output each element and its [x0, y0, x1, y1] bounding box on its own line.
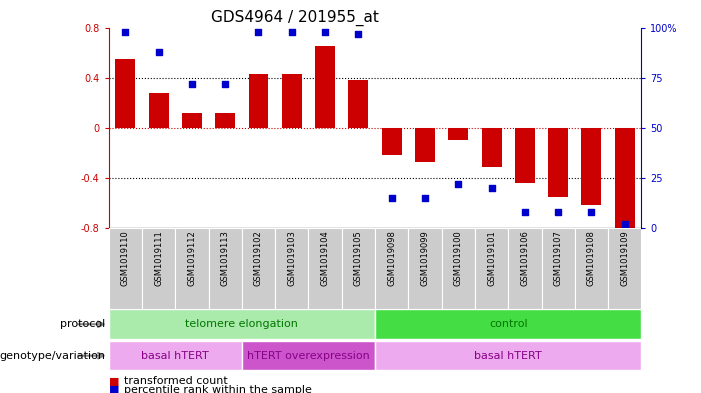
Bar — [615, 128, 635, 228]
Text: GSM1019098: GSM1019098 — [387, 230, 396, 286]
Bar — [175, 228, 209, 309]
Point — [552, 209, 564, 215]
Bar — [375, 341, 641, 371]
Text: GSM1019099: GSM1019099 — [421, 230, 430, 286]
Title: GDS4964 / 201955_at: GDS4964 / 201955_at — [211, 10, 379, 26]
Bar — [449, 128, 468, 140]
Text: GSM1019109: GSM1019109 — [620, 230, 629, 286]
Bar — [582, 128, 601, 206]
Text: GSM1019113: GSM1019113 — [221, 230, 230, 286]
Text: basal hTERT: basal hTERT — [142, 351, 209, 361]
Point — [219, 81, 231, 87]
Point — [120, 28, 131, 35]
Bar — [142, 228, 175, 309]
Bar — [182, 113, 202, 128]
Point — [186, 81, 198, 87]
Bar — [209, 228, 242, 309]
Bar — [215, 113, 236, 128]
Text: control: control — [489, 319, 528, 329]
Text: GSM1019104: GSM1019104 — [320, 230, 329, 286]
Bar — [575, 228, 608, 309]
Bar — [442, 228, 475, 309]
Point — [486, 185, 497, 191]
Text: GSM1019106: GSM1019106 — [520, 230, 529, 286]
Bar — [149, 93, 169, 128]
Point — [253, 28, 264, 35]
Point — [153, 48, 164, 55]
Text: GSM1019112: GSM1019112 — [187, 230, 196, 286]
Bar — [409, 228, 442, 309]
Bar — [508, 228, 542, 309]
Point — [320, 28, 331, 35]
Text: GSM1019101: GSM1019101 — [487, 230, 496, 286]
Bar — [109, 309, 375, 339]
Bar — [315, 46, 335, 128]
Bar — [115, 59, 135, 128]
Bar — [109, 341, 242, 371]
Point — [386, 195, 397, 201]
Point — [353, 30, 364, 37]
Text: GSM1019103: GSM1019103 — [287, 230, 297, 286]
Text: telomere elongation: telomere elongation — [185, 319, 299, 329]
Bar — [482, 128, 502, 167]
Text: genotype/variation: genotype/variation — [0, 351, 105, 361]
Text: protocol: protocol — [60, 319, 105, 329]
Text: percentile rank within the sample: percentile rank within the sample — [124, 385, 312, 393]
Point — [519, 209, 531, 215]
Bar — [415, 128, 435, 162]
Text: transformed count: transformed count — [124, 376, 228, 386]
Text: ■: ■ — [109, 376, 119, 386]
Bar — [275, 228, 308, 309]
Bar — [382, 128, 402, 155]
Bar — [375, 309, 641, 339]
Bar — [109, 228, 142, 309]
Point — [419, 195, 430, 201]
Bar — [475, 228, 508, 309]
Text: hTERT overexpression: hTERT overexpression — [247, 351, 370, 361]
Point — [286, 28, 297, 35]
Bar — [249, 74, 268, 128]
Text: GSM1019102: GSM1019102 — [254, 230, 263, 286]
Bar — [282, 74, 302, 128]
Text: basal hTERT: basal hTERT — [475, 351, 542, 361]
Bar — [242, 228, 275, 309]
Point — [586, 209, 597, 215]
Text: GSM1019100: GSM1019100 — [454, 230, 463, 286]
Bar — [342, 228, 375, 309]
Text: GSM1019110: GSM1019110 — [121, 230, 130, 286]
Point — [619, 221, 630, 227]
Bar — [515, 128, 535, 183]
Bar — [542, 228, 575, 309]
Bar — [308, 228, 342, 309]
Text: GSM1019107: GSM1019107 — [554, 230, 563, 286]
Text: GSM1019111: GSM1019111 — [154, 230, 163, 286]
Text: ■: ■ — [109, 385, 119, 393]
Point — [453, 181, 464, 187]
Bar — [348, 80, 369, 128]
Bar — [548, 128, 568, 196]
Bar — [375, 228, 409, 309]
Bar — [242, 341, 375, 371]
Text: GSM1019108: GSM1019108 — [587, 230, 596, 286]
Text: GSM1019105: GSM1019105 — [354, 230, 363, 286]
Bar — [608, 228, 641, 309]
